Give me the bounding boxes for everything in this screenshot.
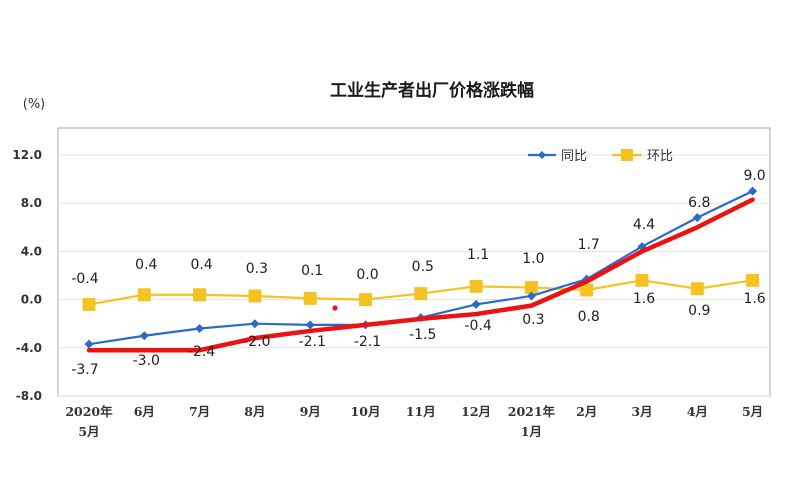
yoy-point — [305, 320, 315, 330]
yoy-data-label: 1.7 — [578, 237, 600, 253]
mom-point — [690, 282, 704, 296]
yoy-data-label: 4.4 — [633, 217, 655, 233]
mom-data-label: 0.3 — [246, 261, 268, 277]
trend-line — [86, 197, 755, 353]
y-tick-label: 4.0 — [21, 244, 42, 258]
x-tick-label: 9月 — [300, 404, 321, 419]
yoy-point — [250, 319, 260, 329]
chart-title: 工业生产者出厂价格涨跌幅 — [330, 80, 534, 101]
x-tick-label: 10月 — [351, 404, 381, 419]
x-tick-label: 6月 — [134, 404, 155, 419]
y-tick-label: 12.0 — [12, 148, 42, 162]
x-tick-label: 5月 — [78, 424, 99, 439]
mom-data-label: 1.0 — [522, 251, 544, 267]
x-tick-label: 7月 — [189, 404, 210, 419]
yoy-point — [692, 213, 702, 223]
mom-point — [82, 297, 96, 311]
y-unit-label: (%) — [23, 97, 46, 112]
yoy-data-label: -1.5 — [409, 327, 436, 343]
data-labels: -0.4 0.4 0.4 0.3 0.1 0.0 0.5 1.1 1.0 0.8 1.6 0.9 1.6… — [71, 168, 765, 378]
trend-overlay — [86, 197, 755, 353]
x-tick-label: 5月 — [742, 404, 763, 419]
yoy-data-label: -2.1 — [299, 334, 326, 350]
mom-data-label: 0.9 — [688, 303, 710, 319]
legend-mom-label: 环比 — [647, 149, 673, 164]
mom-point — [137, 288, 151, 302]
legend-yoy-marker — [538, 151, 546, 159]
y-tick-label: -8.0 — [16, 389, 42, 403]
mom-point — [248, 289, 262, 303]
y-tick-label: 0.0 — [21, 293, 42, 307]
yoy-point — [84, 339, 94, 349]
x-axis-ticks: 2020年 5月 6月 7月 8月 9月 10月 11月 12月 2021年 1月 2月 3月 4月 5月 — [65, 404, 763, 439]
mom-data-label: 0.0 — [356, 267, 378, 283]
mom-data-label: 1.1 — [467, 247, 489, 263]
x-tick-label: 2020年 — [65, 404, 113, 419]
mom-point — [303, 291, 317, 305]
series-mom — [82, 273, 760, 311]
x-tick-label: 2021年 — [508, 404, 556, 419]
yoy-point — [195, 324, 205, 334]
stray-red-dot — [332, 305, 338, 311]
yoy-data-label: -3.7 — [71, 362, 98, 378]
x-tick-label: 3月 — [631, 404, 652, 419]
mom-data-label: 1.6 — [743, 291, 765, 307]
mom-point — [635, 273, 649, 287]
yoy-data-label: -2.0 — [243, 334, 270, 350]
legend-mom-marker — [621, 149, 633, 161]
yoy-data-label: -3.0 — [133, 353, 160, 369]
yoy-point — [139, 331, 149, 341]
yoy-data-label: -2.1 — [354, 334, 381, 350]
yoy-data-label: 9.0 — [743, 168, 765, 184]
y-tick-label: 8.0 — [21, 196, 42, 210]
x-tick-label: 12月 — [461, 404, 491, 419]
y-axis-ticks: 12.0 8.0 4.0 0.0 -4.0 -8.0 — [12, 148, 42, 403]
mom-point — [746, 273, 760, 287]
yoy-data-label: 6.8 — [688, 195, 710, 211]
mom-point — [469, 279, 483, 293]
x-tick-label: 8月 — [244, 404, 265, 419]
x-tick-label: 4月 — [687, 404, 708, 419]
mom-data-label: 0.4 — [190, 257, 212, 273]
mom-data-label: 0.8 — [578, 309, 600, 325]
mom-data-label: 0.5 — [412, 259, 434, 275]
mom-point — [359, 293, 372, 307]
yoy-data-label: -2.4 — [188, 344, 215, 360]
yoy-data-label: 0.3 — [522, 312, 544, 328]
mom-point — [524, 281, 538, 295]
yoy-point — [471, 299, 481, 309]
x-tick-label: 2月 — [576, 404, 597, 419]
mom-data-label: -0.4 — [71, 271, 98, 287]
yoy-data-label: -0.4 — [464, 318, 491, 334]
mom-data-label: 0.4 — [135, 257, 157, 273]
mom-point — [580, 283, 594, 297]
mom-data-label: 0.1 — [301, 263, 323, 279]
yoy-point — [526, 291, 536, 301]
x-tick-label: 11月 — [406, 404, 436, 419]
mom-point — [193, 288, 207, 302]
mom-data-label: 1.6 — [633, 291, 655, 307]
yoy-point — [748, 186, 758, 196]
x-tick-label: 1月 — [521, 424, 542, 439]
legend-yoy-label: 同比 — [561, 149, 587, 164]
legend: 同比 环比 — [528, 149, 673, 164]
y-tick-label: -4.0 — [16, 341, 42, 355]
mom-point — [414, 287, 428, 301]
grid-lines — [58, 154, 770, 397]
